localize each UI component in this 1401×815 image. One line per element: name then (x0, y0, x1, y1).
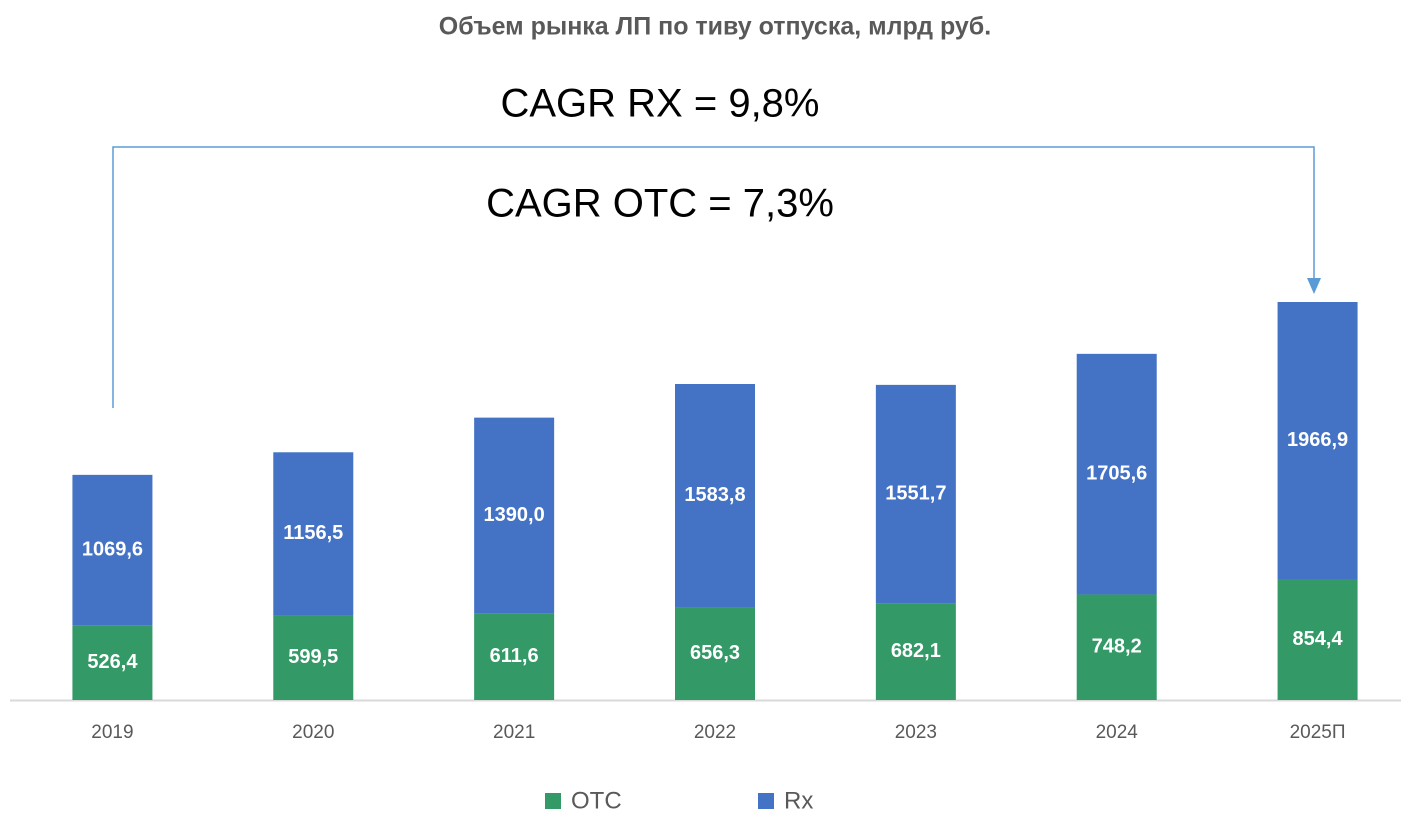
data-label: 1966,9 (1287, 429, 1348, 451)
data-label: 682,1 (891, 640, 941, 662)
x-tick-label: 2021 (493, 722, 535, 743)
chart-title: Объем рынка ЛП по тиву отпуска, млрд руб… (439, 13, 991, 41)
legend-swatch (758, 793, 774, 809)
bar-segment (474, 417, 555, 614)
data-label: 1156,5 (283, 522, 343, 544)
x-tick-label: 2024 (1096, 722, 1139, 743)
bar-segment (1076, 353, 1157, 595)
x-tick-label: 2020 (292, 722, 334, 743)
annotation: CAGR OTC = 7,3% (486, 182, 834, 226)
bar-segment (1277, 579, 1358, 700)
data-label: 1583,8 (684, 484, 745, 506)
x-tick-label: 2022 (694, 722, 736, 743)
data-label: 1390,0 (484, 504, 545, 526)
legend-label: OTC (571, 787, 622, 814)
bar-segment (875, 384, 956, 604)
data-label: 854,4 (1293, 628, 1344, 650)
data-label: 656,3 (690, 642, 740, 664)
bar-segment (72, 474, 153, 626)
data-label: 748,2 (1092, 636, 1142, 658)
data-label: 1069,6 (82, 539, 143, 561)
bar-segment (675, 607, 755, 700)
cagr-bracket (112, 146, 1315, 408)
bar-segment (273, 452, 354, 616)
data-label: 599,5 (288, 646, 338, 668)
bar-segment (474, 613, 555, 700)
data-label: 611,6 (490, 645, 539, 667)
legend-label: Rx (784, 787, 813, 814)
data-label: 1705,6 (1086, 462, 1147, 484)
data-label: 1551,7 (885, 483, 946, 505)
legend-swatch (545, 793, 561, 809)
x-tick-label: 2019 (91, 722, 133, 743)
bar-segment (1277, 302, 1358, 580)
bar-segment (1076, 594, 1157, 700)
data-label: 526,4 (87, 651, 138, 673)
annotation: CAGR RX = 9,8% (500, 82, 819, 126)
bar-segment (273, 615, 354, 700)
bar-segment (875, 603, 956, 700)
bar-segment (675, 383, 755, 608)
arrow-head (1307, 278, 1321, 294)
bar-segment (72, 625, 153, 700)
x-tick-label: 2023 (895, 722, 937, 743)
x-tick-label: 2025П (1290, 722, 1346, 743)
